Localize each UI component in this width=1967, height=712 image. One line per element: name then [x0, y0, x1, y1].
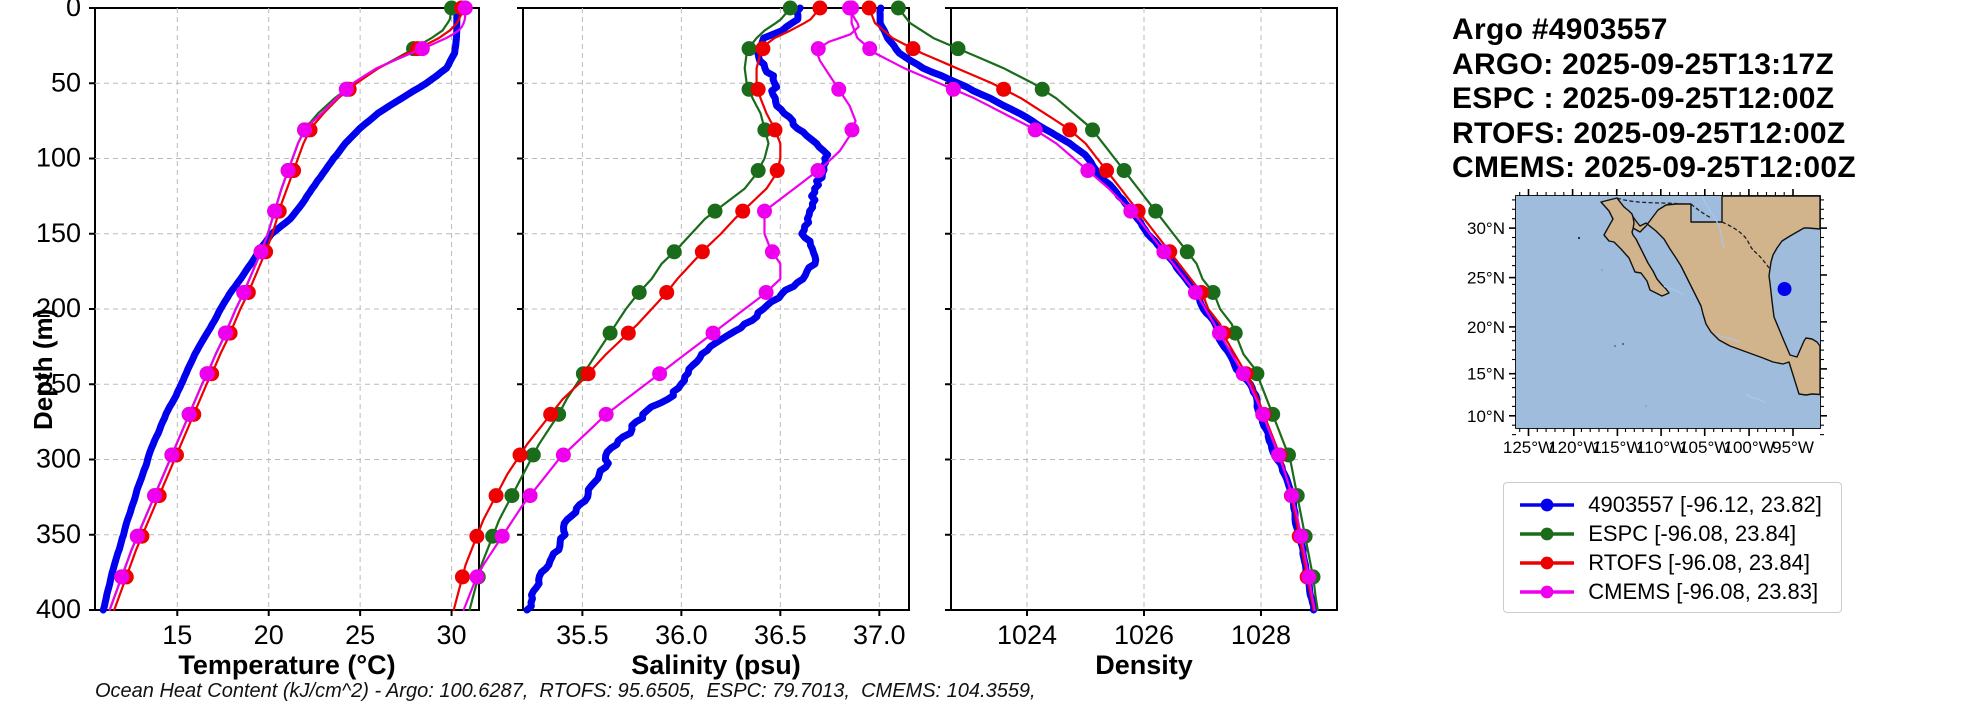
svg-text:30: 30 [437, 620, 467, 650]
svg-text:150: 150 [36, 218, 81, 248]
svg-text:350: 350 [36, 519, 81, 549]
svg-text:115°W: 115°W [1592, 438, 1642, 457]
svg-text:30°N: 30°N [1467, 219, 1505, 238]
svg-text:0: 0 [66, 0, 81, 22]
svg-text:36.0: 36.0 [655, 620, 708, 650]
svg-text:1024: 1024 [997, 620, 1057, 650]
svg-text:20°N: 20°N [1467, 318, 1505, 337]
svg-text:15°N: 15°N [1467, 365, 1505, 384]
svg-text:36.5: 36.5 [754, 620, 807, 650]
svg-text:50: 50 [51, 67, 81, 97]
svg-text:35.5: 35.5 [556, 620, 609, 650]
svg-text:300: 300 [36, 444, 81, 474]
svg-text:15: 15 [162, 620, 192, 650]
svg-text:25°N: 25°N [1467, 269, 1505, 288]
svg-text:1028: 1028 [1231, 620, 1291, 650]
svg-text:95°W: 95°W [1772, 438, 1814, 457]
svg-text:37.0: 37.0 [853, 620, 906, 650]
svg-text:100: 100 [36, 143, 81, 173]
svg-text:1026: 1026 [1114, 620, 1174, 650]
svg-text:125°W: 125°W [1503, 438, 1554, 457]
svg-text:100°W: 100°W [1723, 438, 1774, 457]
svg-text:400: 400 [36, 594, 81, 624]
svg-text:20: 20 [254, 620, 284, 650]
svg-text:10°N: 10°N [1467, 407, 1505, 426]
svg-text:25: 25 [345, 620, 375, 650]
